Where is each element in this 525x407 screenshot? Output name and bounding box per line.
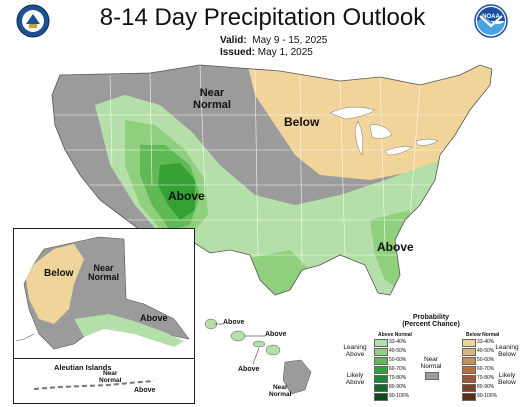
alaska-label-above: Above: [140, 313, 168, 323]
aleutian-label-above: Above: [134, 387, 156, 394]
legend-above-swatch: [374, 375, 388, 383]
label-above-southeast: Above: [377, 240, 414, 254]
legend-below-swatch: [462, 366, 476, 374]
hawaii-label-above-1: Above: [223, 319, 245, 326]
legend-below-range-label: 33-40%: [477, 338, 495, 345]
alaska-label-near-normal: Near Normal: [88, 263, 120, 283]
valid-value: May 9 - 15, 2025: [252, 35, 328, 46]
legend-below-range-label: 50-60%: [477, 356, 495, 363]
legend-leaning-above: Leaning Above: [343, 344, 367, 359]
legend-above-range-label: 70-80%: [389, 374, 407, 381]
legend-above-swatch: [374, 393, 388, 401]
legend-above-range-label: 60-70%: [389, 365, 407, 372]
legend-below-swatch: [462, 348, 476, 356]
legend-above-header: Above Normal: [378, 332, 412, 338]
legend-below-swatch: [462, 384, 476, 392]
legend-above-range-label: 33-40%: [389, 338, 407, 345]
legend-title: Probability (Percent Chance): [402, 314, 460, 328]
aleutian-inset: Aleutian Islands Near Normal Above: [13, 358, 195, 404]
legend-near-label: Near Normal: [420, 356, 442, 371]
legend-below-swatch: [462, 393, 476, 401]
legend-near-swatch: [425, 372, 439, 380]
legend-leaning-below: Leaning Below: [495, 344, 519, 359]
validity-block: Valid: May 9 - 15, 2025 Issued: May 1, 2…: [220, 35, 327, 59]
hawaii-label-above-3: Above: [238, 366, 260, 373]
legend-below-range-label: 80-90%: [477, 383, 495, 390]
alaska-label-below: Below: [44, 268, 74, 279]
legend-likely-above: Likely Above: [345, 372, 365, 387]
map-title: 8-14 Day Precipitation Outlook: [99, 4, 426, 31]
legend-below-swatch: [462, 357, 476, 365]
alaska-map: [15, 236, 190, 350]
legend-below-range-label: 70-80%: [477, 374, 495, 381]
legend-above-range-label: 40-50%: [389, 347, 407, 354]
label-near-normal: Near Normal: [193, 87, 231, 111]
legend-below-swatch: [462, 339, 476, 347]
legend-above-range-label: 90-100%: [389, 392, 410, 399]
noaa-logo-icon: NOAA: [474, 4, 508, 38]
valid-label: Valid:: [220, 35, 247, 46]
issued-label: Issued:: [220, 47, 256, 58]
legend-above-swatch: [374, 366, 388, 374]
legend-below-range-label: 60-70%: [477, 365, 495, 372]
hawaii-label-above-2: Above: [265, 331, 287, 338]
legend-above-range-label: 50-60%: [389, 356, 407, 363]
legend: Probability (Percent Chance) Above Norma…: [338, 314, 524, 404]
hawaii-inset: Above Above Above Near Normal: [193, 310, 333, 402]
aleutian-title: Aleutian Islands: [54, 363, 112, 372]
issued-value: May 1, 2025: [257, 47, 313, 58]
hawaii-map: [204, 318, 312, 395]
legend-likely-below: Likely Below: [498, 372, 516, 387]
legend-above-swatch: [374, 357, 388, 365]
hawaii-label-near-normal: Near Normal: [269, 384, 292, 398]
label-above-southwest: Above: [168, 189, 205, 203]
aleutian-label-near-normal: Near Normal: [99, 370, 122, 384]
noaa-logo-text: NOAA: [482, 14, 500, 20]
legend-above-swatch: [374, 384, 388, 392]
aleutian-map: [33, 380, 155, 390]
legend-below-range-label: 40-50%: [477, 347, 495, 354]
legend-below-swatch: [462, 375, 476, 383]
department-of-commerce-seal-icon: [16, 4, 50, 38]
legend-below-range-label: 90-100%: [477, 392, 498, 399]
legend-above-range-label: 80-90%: [389, 383, 407, 390]
alaska-inset: Below Near Normal Above: [13, 228, 195, 360]
legend-below-header: Below Normal: [466, 332, 500, 338]
label-below-midwest: Below: [284, 115, 320, 129]
legend-above-swatch: [374, 339, 388, 347]
legend-above-swatch: [374, 348, 388, 356]
